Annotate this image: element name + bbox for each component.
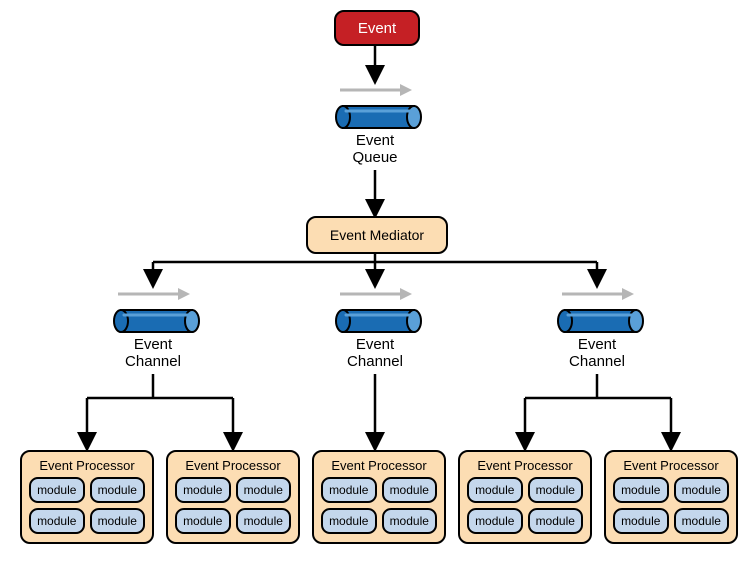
event-processor-box: Event Processor modulemodulemodulemodule [166, 450, 300, 544]
module-box: module [90, 508, 146, 534]
event-processor-title: Event Processor [606, 458, 736, 473]
event-processor-box: Event Processor modulemodulemodulemodule [20, 450, 154, 544]
module-box: module [467, 477, 523, 503]
module-box: module [321, 508, 377, 534]
module-box: module [613, 508, 669, 534]
module-box: module [236, 477, 292, 503]
module-box: module [236, 508, 292, 534]
event-processor-title: Event Processor [22, 458, 152, 473]
event-mediator-node: Event Mediator [306, 216, 448, 254]
event-label: Event [358, 20, 396, 37]
module-box: module [674, 477, 730, 503]
module-grid: modulemodulemodulemodule [314, 477, 444, 541]
module-box: module [528, 477, 584, 503]
pipe-icon [336, 104, 434, 135]
event-processor-title: Event Processor [314, 458, 444, 473]
module-box: module [382, 508, 438, 534]
module-box: module [90, 477, 146, 503]
module-box: module [29, 508, 85, 534]
event-processor-box: Event Processor modulemodulemodulemodule [604, 450, 738, 544]
event-node: Event [334, 10, 420, 46]
pipe-icon [114, 308, 212, 339]
event-processor-title: Event Processor [460, 458, 590, 473]
pipe-label: EventChannel [113, 336, 193, 371]
event-processor-box: Event Processor modulemodulemodulemodule [312, 450, 446, 544]
module-box: module [175, 477, 231, 503]
module-box: module [175, 508, 231, 534]
event-mediator-label: Event Mediator [330, 227, 424, 243]
module-box: module [528, 508, 584, 534]
module-grid: modulemodulemodulemodule [22, 477, 152, 541]
module-box: module [382, 477, 438, 503]
module-box: module [674, 508, 730, 534]
pipe-icon [558, 308, 656, 339]
module-box: module [29, 477, 85, 503]
module-grid: modulemodulemodulemodule [460, 477, 590, 541]
module-box: module [467, 508, 523, 534]
pipe-label: EventQueue [335, 132, 415, 167]
pipe-label: EventChannel [557, 336, 637, 371]
pipe-label: EventChannel [335, 336, 415, 371]
pipe-icon [336, 308, 434, 339]
event-processor-box: Event Processor modulemodulemodulemodule [458, 450, 592, 544]
module-box: module [613, 477, 669, 503]
module-grid: modulemodulemodulemodule [606, 477, 736, 541]
module-grid: modulemodulemodulemodule [168, 477, 298, 541]
event-processor-title: Event Processor [168, 458, 298, 473]
module-box: module [321, 477, 377, 503]
